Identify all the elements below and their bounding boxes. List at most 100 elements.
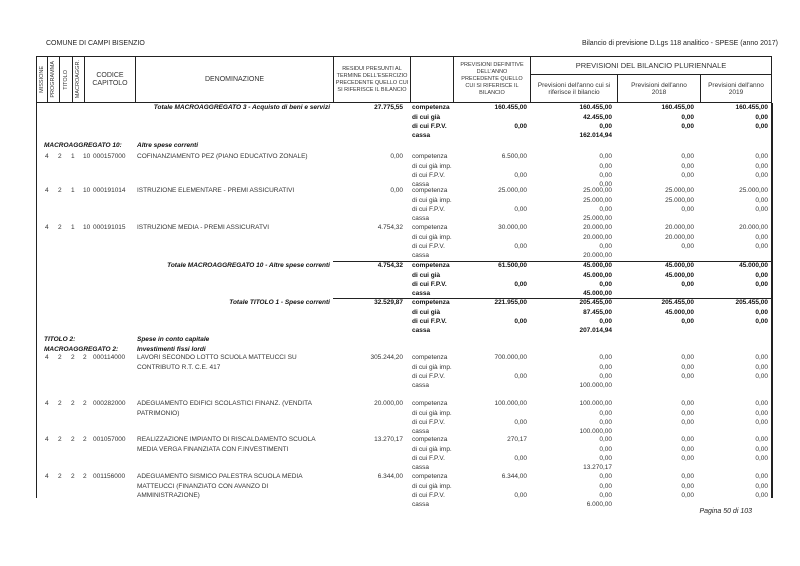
anno-2019-value: 205.455,00 xyxy=(735,299,768,307)
col-labels xyxy=(411,57,454,102)
anno-2018-value: 0,00 xyxy=(681,113,694,121)
row-label: cassa xyxy=(412,215,429,223)
anno-corrente-value: 0,00 xyxy=(599,445,612,453)
report-title: Bilancio di previsione D.Lgs 118 analiti… xyxy=(582,40,778,47)
anno-corrente-value: 0,00 xyxy=(599,373,612,380)
anno-2018-value: 0,00 xyxy=(681,354,694,362)
codice-cell: 000282000 xyxy=(93,400,126,408)
col-anno-2019: Previsioni dell'anno 2019 xyxy=(708,81,764,96)
codice-cell: 001057000 xyxy=(93,436,126,444)
anno-2018-value: 0,00 xyxy=(681,363,694,371)
row-label: competenza xyxy=(412,299,450,307)
anno-2018-value: 0,00 xyxy=(681,153,694,161)
previsioni-def-competenza: 6.344,00 xyxy=(501,473,527,481)
total-separator xyxy=(333,298,772,299)
anno-2018-value: 45.000,00 xyxy=(665,271,694,279)
row-label: cassa xyxy=(412,181,429,189)
anno-2019-value: 25.000,00 xyxy=(739,187,768,195)
row-label: di cui già imp. xyxy=(412,196,452,204)
missione-cell: 4 xyxy=(45,473,49,481)
anno-corrente-value: 0,00 xyxy=(599,206,612,213)
anno-2019-value: 160.455,00 xyxy=(735,104,768,112)
section-title: Spese in conto capitale xyxy=(137,336,210,344)
anno-2019-value: 0,00 xyxy=(755,206,768,213)
anno-corrente-value: 20.000,00 xyxy=(583,233,612,241)
anno-2018-value: 0,00 xyxy=(681,419,694,426)
anno-2018-value: 0,00 xyxy=(681,281,694,288)
row-label: cassa xyxy=(412,464,429,472)
row-label: di cui F.P.V. xyxy=(412,172,445,179)
residui-cell: 32.529,87 xyxy=(374,299,403,307)
row-label: cassa xyxy=(412,290,431,298)
row-label: competenza xyxy=(412,262,450,270)
anno-corrente-value: 0,00 xyxy=(599,281,612,288)
programma-cell: 2 xyxy=(58,153,62,161)
macroaggr-cell: 10 xyxy=(83,153,91,161)
previsioni-def-competenza: 160.455,00 xyxy=(494,104,527,112)
missione-cell: 4 xyxy=(45,400,49,408)
anno-corrente-value: 25.000,00 xyxy=(583,187,612,195)
previsioni-def-competenza: 30.000,00 xyxy=(498,224,527,232)
anno-corrente-value: 100.000,00 xyxy=(579,382,612,390)
row-label: di cui F.P.V. xyxy=(412,373,445,380)
missione-cell: 4 xyxy=(45,354,49,362)
col-denominazione: DENOMINAZIONE xyxy=(136,57,334,102)
titolo-cell: 2 xyxy=(71,436,75,444)
anno-2019-value: 0,00 xyxy=(755,455,768,462)
macroaggr-cell: 10 xyxy=(83,224,91,232)
row-label: di cui già xyxy=(412,271,441,279)
row-label: cassa xyxy=(412,327,431,335)
anno-corrente-value: 0,00 xyxy=(599,153,612,161)
codice-cell: 000157000 xyxy=(93,153,126,161)
row-label: di cui F.P.V. xyxy=(412,123,447,130)
total-separator xyxy=(333,261,772,262)
anno-corrente-value: 0,00 xyxy=(599,473,612,481)
programma-cell: 2 xyxy=(58,400,62,408)
residui-cell: 0,00 xyxy=(390,153,403,161)
row-label: cassa xyxy=(412,428,429,436)
denominazione-cell: ISTRUZIONE MEDIA - PREMI ASSICURATVI xyxy=(137,224,270,232)
anno-2018-value: 0,00 xyxy=(681,162,694,170)
row-label: competenza xyxy=(412,224,448,232)
previsioni-def-fpv: 0,00 xyxy=(514,123,527,130)
residui-cell: 4.754,32 xyxy=(377,224,403,232)
anno-2018-value: 0,00 xyxy=(681,243,694,250)
anno-2018-value: 0,00 xyxy=(681,318,694,325)
col-codice: CODICE CAPITOLO xyxy=(85,57,136,102)
anno-2019-value: 45.000,00 xyxy=(739,262,768,270)
programma-cell: 2 xyxy=(58,224,62,232)
titolo-cell: 1 xyxy=(71,224,75,232)
previsioni-def-fpv: 0,00 xyxy=(514,243,527,250)
anno-2019-value: 0,00 xyxy=(755,482,768,490)
row-label: cassa xyxy=(412,501,429,509)
denominazione-cell: COFINANZIAMENTO PEZ (PIANO EDUCATIVO ZON… xyxy=(137,153,308,161)
anno-2019-value: 0,00 xyxy=(755,196,768,204)
codice-cell: 000114000 xyxy=(93,354,126,362)
anno-corrente-value: 0,00 xyxy=(599,162,612,170)
anno-2018-value: 0,00 xyxy=(681,445,694,453)
anno-corrente-value: 100.000,00 xyxy=(579,428,612,436)
denominazione-cell: AMMINISTRAZIONE) xyxy=(137,492,200,499)
row-label: competenza xyxy=(412,473,448,481)
row-label: di cui già imp. xyxy=(412,162,452,170)
anno-2018-value: 0,00 xyxy=(681,172,694,179)
anno-corrente-value: 0,00 xyxy=(599,409,612,417)
missione-cell: 4 xyxy=(45,153,49,161)
anno-2019-value: 0,00 xyxy=(755,233,768,241)
anno-2018-value: 20.000,00 xyxy=(665,233,694,241)
programma-cell: 2 xyxy=(58,187,62,195)
col-macroaggr: MACROAGGR. xyxy=(75,60,81,99)
macroaggr-cell: 10 xyxy=(83,187,91,195)
denominazione-cell: ADEGUAMENTO SISMICO PALESTRA SCUOLA MEDI… xyxy=(137,473,303,481)
table-left-border xyxy=(36,103,37,498)
anno-2019-value: 0,00 xyxy=(755,492,768,499)
anno-corrente-value: 205.455,00 xyxy=(579,299,612,307)
row-label: competenza xyxy=(412,153,448,161)
anno-2018-value: 45.000,00 xyxy=(665,262,694,270)
residui-cell: 4.754,32 xyxy=(377,262,403,270)
denominazione-cell: PATRIMONIO) xyxy=(137,409,180,417)
total-label: Totale MACROAGGREGATO 3 - Acquisto di be… xyxy=(153,104,330,112)
missione-cell: 4 xyxy=(45,436,49,444)
anno-2019-value: 0,00 xyxy=(755,409,768,417)
col-residui: RESIDUI PRESUNTI AL TERMINE DELL'ESERCIZ… xyxy=(334,57,411,102)
